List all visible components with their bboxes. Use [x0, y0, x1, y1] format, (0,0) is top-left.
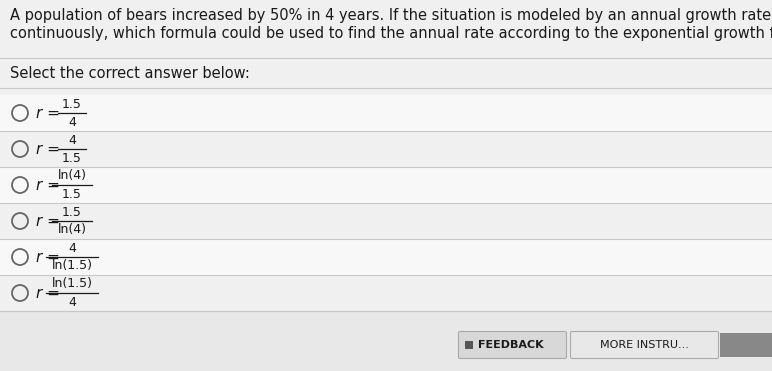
- Text: 4: 4: [68, 295, 76, 309]
- FancyBboxPatch shape: [571, 332, 719, 358]
- Text: 4: 4: [68, 134, 76, 147]
- Bar: [0, 95, 772, 131]
- Text: r =: r =: [36, 141, 65, 157]
- Bar: [720, 333, 772, 357]
- Bar: [0, 0, 772, 68]
- Text: r =: r =: [36, 286, 65, 301]
- Text: ln(1.5): ln(1.5): [52, 278, 93, 290]
- Text: r =: r =: [36, 250, 65, 265]
- Text: A population of bears increased by 50% in 4 years. If the situation is modeled b: A population of bears increased by 50% i…: [10, 8, 772, 23]
- Text: FEEDBACK: FEEDBACK: [478, 340, 543, 350]
- Bar: [0, 167, 772, 203]
- Bar: [465, 341, 473, 349]
- Text: 4: 4: [68, 115, 76, 128]
- Text: 1.5: 1.5: [62, 187, 82, 200]
- Bar: [0, 239, 772, 275]
- Bar: [0, 131, 772, 167]
- FancyBboxPatch shape: [459, 332, 567, 358]
- Text: r =: r =: [36, 213, 65, 229]
- Bar: [0, 275, 772, 311]
- Text: MORE INSTRU...: MORE INSTRU...: [600, 340, 689, 350]
- Text: Select the correct answer below:: Select the correct answer below:: [10, 66, 250, 81]
- Text: 4: 4: [68, 242, 76, 255]
- Text: 1.5: 1.5: [62, 98, 82, 111]
- Text: r =: r =: [36, 177, 65, 193]
- Text: 1.5: 1.5: [62, 151, 82, 164]
- Text: ln(4): ln(4): [57, 170, 86, 183]
- Text: 1.5: 1.5: [62, 206, 82, 219]
- Text: continuously, which formula could be used to find the annual rate according to t: continuously, which formula could be use…: [10, 26, 772, 41]
- Text: r =: r =: [36, 105, 65, 121]
- Text: ln(4): ln(4): [57, 223, 86, 236]
- Bar: [0, 311, 772, 371]
- Bar: [0, 203, 772, 239]
- Text: ln(1.5): ln(1.5): [52, 259, 93, 273]
